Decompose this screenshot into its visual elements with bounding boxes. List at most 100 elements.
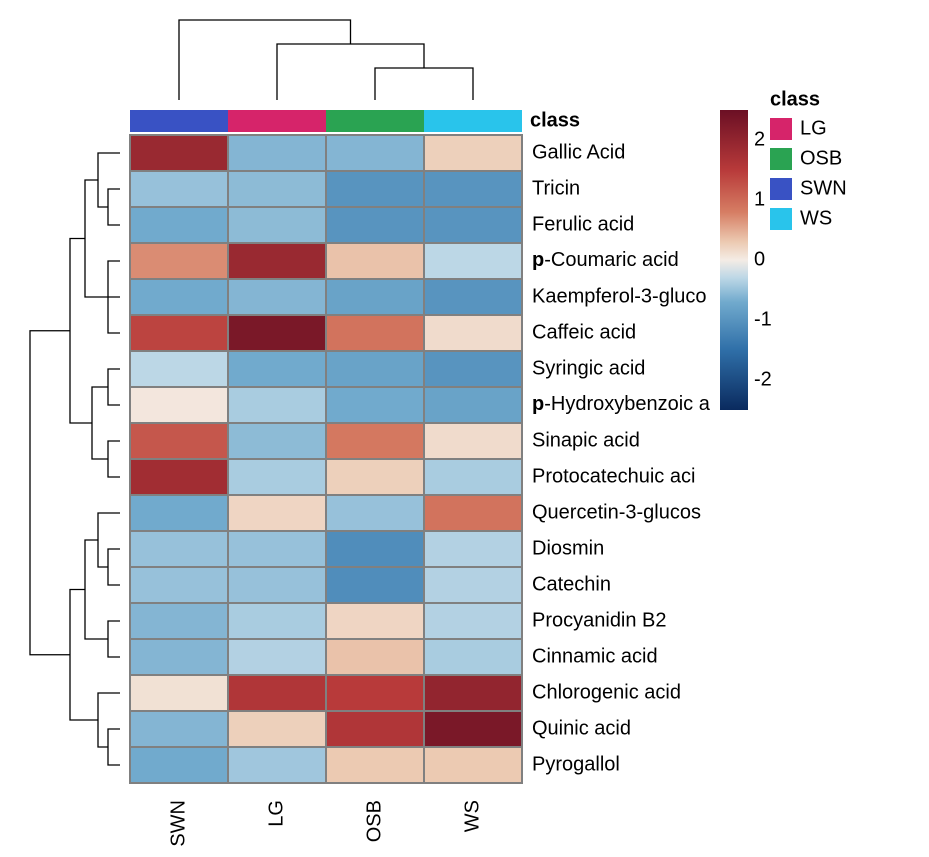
heatmap-cell [131, 496, 227, 530]
row-label: Kaempferol-3-gluco [532, 285, 707, 307]
heatmap-cell [229, 604, 325, 638]
heatmap-grid [129, 134, 523, 784]
heatmap-cell [131, 316, 227, 350]
heatmap-cell [327, 244, 423, 278]
heatmap-cell [131, 172, 227, 206]
heatmap-cell [327, 172, 423, 206]
legend-label: SWN [800, 177, 847, 199]
legend-label: LG [800, 117, 827, 139]
heatmap-cell [327, 532, 423, 566]
heatmap-cell [327, 424, 423, 458]
row-label: Sinapic acid [532, 429, 640, 451]
heatmap-cell [425, 604, 521, 638]
row-label: Procyanidin B2 [532, 609, 667, 631]
heatmap-cell [229, 640, 325, 674]
column-labels: SWNLGOSBWS [167, 800, 483, 847]
legend-label: WS [800, 207, 832, 229]
row-label: Catechin [532, 573, 611, 595]
row-label: Tricin [532, 177, 580, 199]
legend-swatch [770, 148, 792, 170]
heatmap-cell [425, 568, 521, 602]
heatmap-cell [229, 496, 325, 530]
heatmap-cell [425, 172, 521, 206]
row-dendrogram [30, 153, 120, 765]
heatmap-cell [131, 532, 227, 566]
heatmap-cell [425, 352, 521, 386]
heatmap-cell [131, 568, 227, 602]
colorbar-tick: 2 [754, 128, 765, 150]
heatmap-cell [229, 316, 325, 350]
heatmap-cell [425, 532, 521, 566]
heatmap-cell [425, 208, 521, 242]
row-label: Quinic acid [532, 717, 631, 739]
row-label: Gallic Acid [532, 141, 625, 163]
heatmap-cell [229, 208, 325, 242]
column-label: WS [461, 800, 483, 832]
heatmap-cell [131, 640, 227, 674]
legend-swatch [770, 178, 792, 200]
row-label: Diosmin [532, 537, 604, 559]
svg-text:class: class [530, 109, 580, 131]
heatmap-cell [229, 460, 325, 494]
row-label: Quercetin-3-glucos [532, 501, 701, 523]
heatmap-cell [229, 172, 325, 206]
heatmap-cell [425, 136, 521, 170]
heatmap-cell [327, 496, 423, 530]
row-label: p-Hydroxybenzoic a [532, 393, 711, 415]
heatmap-cell [229, 712, 325, 746]
heatmap-cell [425, 244, 521, 278]
heatmap-cell [425, 316, 521, 350]
heatmap-cell [327, 460, 423, 494]
heatmap-cell [229, 136, 325, 170]
colorbar-tick: -2 [754, 368, 772, 390]
heatmap-cell [327, 604, 423, 638]
heatmap-cell [425, 424, 521, 458]
heatmap-cell [131, 352, 227, 386]
heatmap-cell [425, 388, 521, 422]
heatmap-cell [327, 640, 423, 674]
heatmap-cell [229, 280, 325, 314]
heatmap-cell [229, 568, 325, 602]
heatmap-cell [327, 748, 423, 782]
heatmap-cell [229, 388, 325, 422]
legend-swatch [770, 208, 792, 230]
heatmap-cell [425, 676, 521, 710]
heatmap-cell [327, 676, 423, 710]
heatmap-cell [327, 316, 423, 350]
heatmap-cell [131, 244, 227, 278]
heatmap-cell [425, 640, 521, 674]
heatmap-cell [327, 388, 423, 422]
colorbar: -2-1012 [720, 110, 772, 410]
heatmap-cell [131, 676, 227, 710]
row-label: Chlorogenic acid [532, 681, 681, 703]
heatmap-cell [327, 208, 423, 242]
heatmap-cell [131, 460, 227, 494]
column-dendrogram [179, 20, 473, 100]
heatmap-cell [425, 460, 521, 494]
row-labels: Gallic AcidTricinFerulic acidp-Coumaric … [532, 141, 711, 775]
heatmap-cell [229, 244, 325, 278]
class-color-bar: class [130, 109, 580, 132]
row-label: p-Coumaric acid [532, 249, 679, 271]
row-label: Caffeic acid [532, 321, 636, 343]
legend-label: OSB [800, 147, 842, 169]
row-label: Syringic acid [532, 357, 645, 379]
heatmap-cell [425, 748, 521, 782]
row-label: Pyrogallol [532, 753, 620, 775]
colorbar-tick: -1 [754, 308, 772, 330]
heatmap-cell [131, 604, 227, 638]
heatmap-cell [229, 424, 325, 458]
heatmap-cell [425, 712, 521, 746]
heatmap-cell [327, 568, 423, 602]
heatmap-cell [327, 136, 423, 170]
column-label: OSB [363, 800, 385, 842]
class-legend: classLGOSBSWNWS [770, 88, 847, 230]
heatmap-cell [131, 424, 227, 458]
heatmap-cell [425, 496, 521, 530]
heatmap-cell [327, 352, 423, 386]
heatmap-cell [425, 280, 521, 314]
column-label: LG [265, 800, 287, 827]
heatmap-cell [131, 208, 227, 242]
heatmap-cell [327, 712, 423, 746]
row-label: Cinnamic acid [532, 645, 658, 667]
